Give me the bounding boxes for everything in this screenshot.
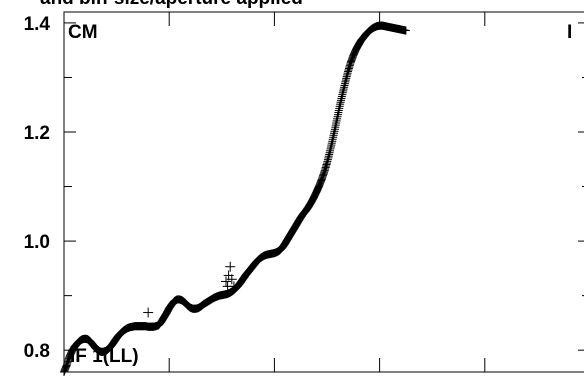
data-point (401, 26, 410, 35)
y-axis-ticks (64, 22, 584, 351)
data-point (225, 261, 236, 272)
data-series (60, 21, 410, 376)
corner-label-top-right: I (567, 22, 572, 43)
corner-label-bottom-left: IF 1(LL) (70, 346, 139, 367)
y-axis-tick-labels: 0.8 1.0 1.2 1.4 (24, 14, 51, 362)
chart-title: and bin-size/aperture applied (40, 0, 303, 9)
data-point (143, 307, 154, 318)
data-point (226, 274, 237, 285)
corner-label-top-left: CM (68, 22, 98, 43)
y-tick-label: 1.4 (24, 14, 51, 35)
y-tick-label: 1.0 (24, 232, 50, 253)
y-tick-label: 1.2 (24, 123, 50, 144)
y-tick-label: 0.8 (24, 341, 50, 362)
data-point (228, 281, 239, 292)
data-point (221, 276, 232, 287)
chart-title-partial: and bin-size/aperture applied (40, 0, 303, 9)
x-axis-ticks (168, 12, 486, 372)
plot-area (63, 11, 584, 373)
